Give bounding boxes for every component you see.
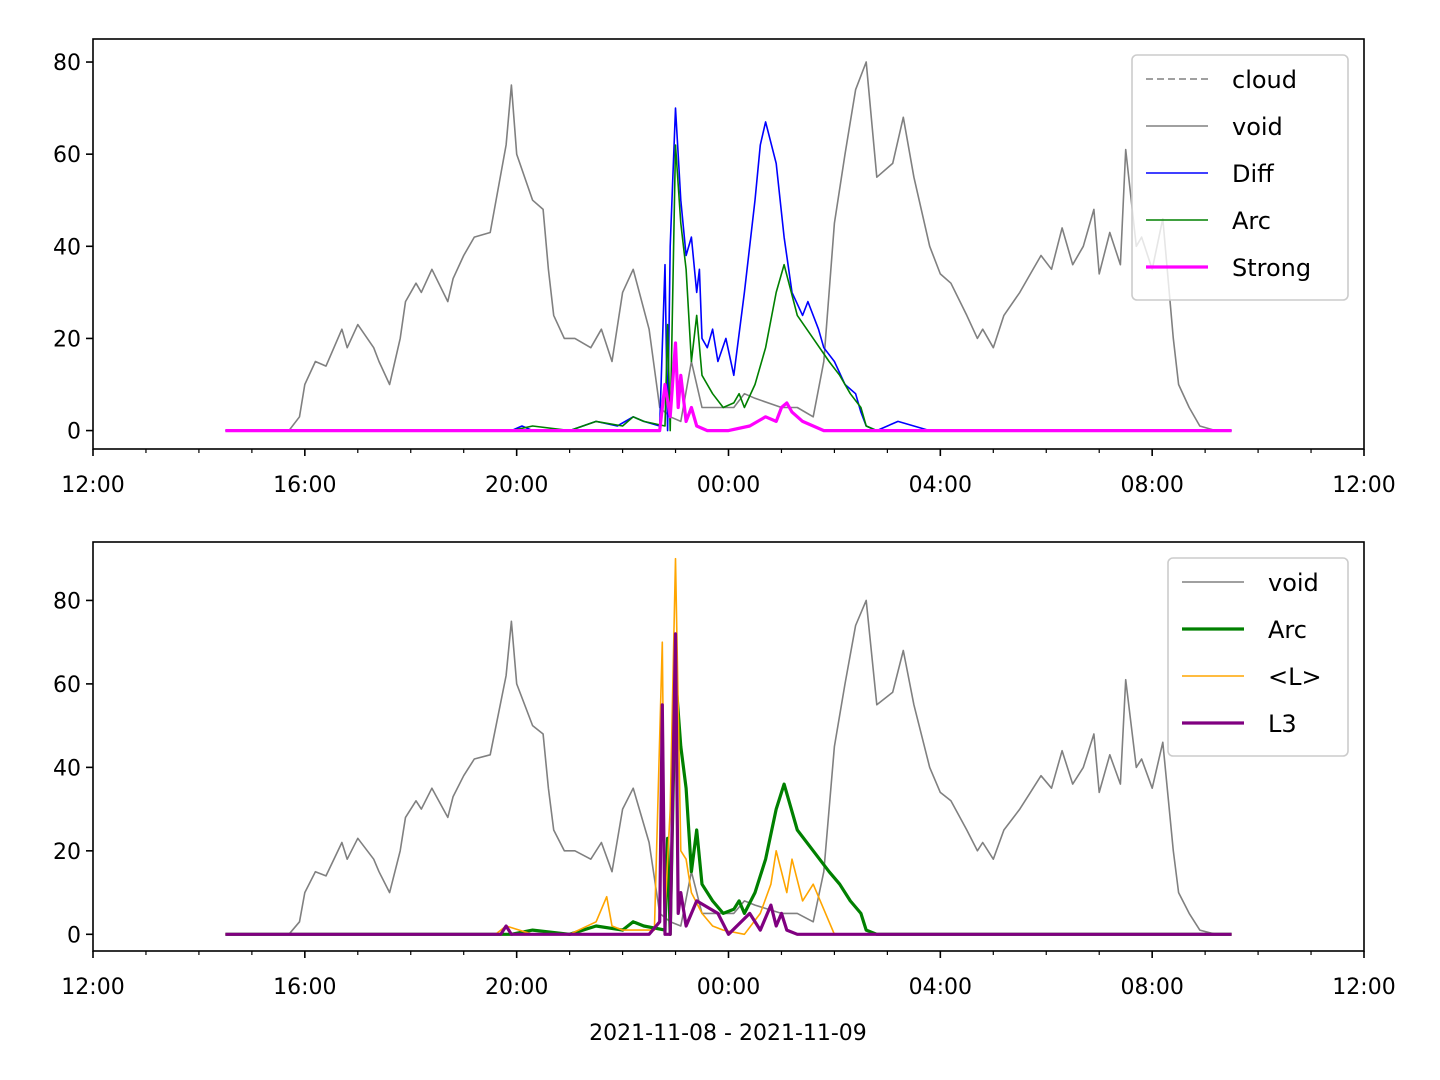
y-tick-label: 0: [67, 420, 81, 445]
series-line-l3: [225, 632, 1232, 936]
series-line-diff: [225, 107, 1232, 432]
y-tick-label: 40: [53, 756, 81, 781]
y-tick-label: 20: [53, 840, 81, 865]
series-line-strong: [225, 341, 1232, 433]
x-tick-label: 12:00: [61, 975, 124, 1000]
legend: void Arc <L> L3: [1167, 557, 1349, 757]
series-line-arc: [225, 674, 1232, 936]
bottom-panel: 0 20 40 60 80 12:00 16:00 20:00 00:00 04:00 08:00 1…: [53, 541, 1396, 1000]
y-tick-label: 60: [53, 673, 81, 698]
x-tick-label: 12:00: [1332, 473, 1395, 498]
series-lines: [225, 61, 1232, 433]
x-tick-label: 04:00: [909, 975, 972, 1000]
y-tick-label: 80: [53, 589, 81, 614]
x-tick-label: 20:00: [485, 975, 548, 1000]
x-tick-label: 08:00: [1120, 975, 1183, 1000]
series-line-void: [225, 599, 1232, 936]
y-tick-label: 0: [67, 923, 81, 948]
legend-label: void: [1268, 569, 1319, 597]
x-tick-label: 08:00: [1120, 473, 1183, 498]
top-panel: 0 20 40 60 80 12:00 16:00 20:00 00:00 04:00 08:00 1…: [53, 38, 1396, 498]
legend-label: cloud: [1232, 66, 1297, 94]
y-tick-label: 20: [53, 327, 81, 352]
x-tick-label: 20:00: [485, 473, 548, 498]
legend: cloud void Diff Arc Strong: [1131, 54, 1349, 301]
x-tick-label: 16:00: [273, 975, 336, 1000]
series-line-void: [225, 61, 1232, 432]
legend-label: Arc: [1232, 207, 1271, 235]
series-line-arc: [225, 144, 1232, 432]
x-tick-label: 12:00: [61, 473, 124, 498]
x-tick-label: 00:00: [697, 975, 760, 1000]
legend-label: Diff: [1232, 160, 1274, 188]
x-tick-label: 16:00: [273, 473, 336, 498]
legend-label: Arc: [1268, 616, 1307, 644]
series-line-l: [225, 557, 1232, 936]
series-lines: [225, 557, 1232, 936]
y-tick-label: 60: [53, 143, 81, 168]
x-tick-label: 04:00: [909, 473, 972, 498]
x-tick-label: 12:00: [1332, 975, 1395, 1000]
x-axis-label: 2021-11-08 - 2021-11-09: [589, 1021, 867, 1046]
legend-label: Strong: [1232, 254, 1311, 282]
legend-label: L3: [1268, 710, 1297, 738]
x-tick-label: 00:00: [697, 473, 760, 498]
legend-box: [1167, 557, 1349, 757]
legend-box: [1131, 54, 1349, 301]
y-tick-label: 40: [53, 235, 81, 260]
legend-label: void: [1232, 113, 1283, 141]
legend-label: <L>: [1268, 663, 1322, 691]
y-tick-label: 80: [53, 51, 81, 76]
